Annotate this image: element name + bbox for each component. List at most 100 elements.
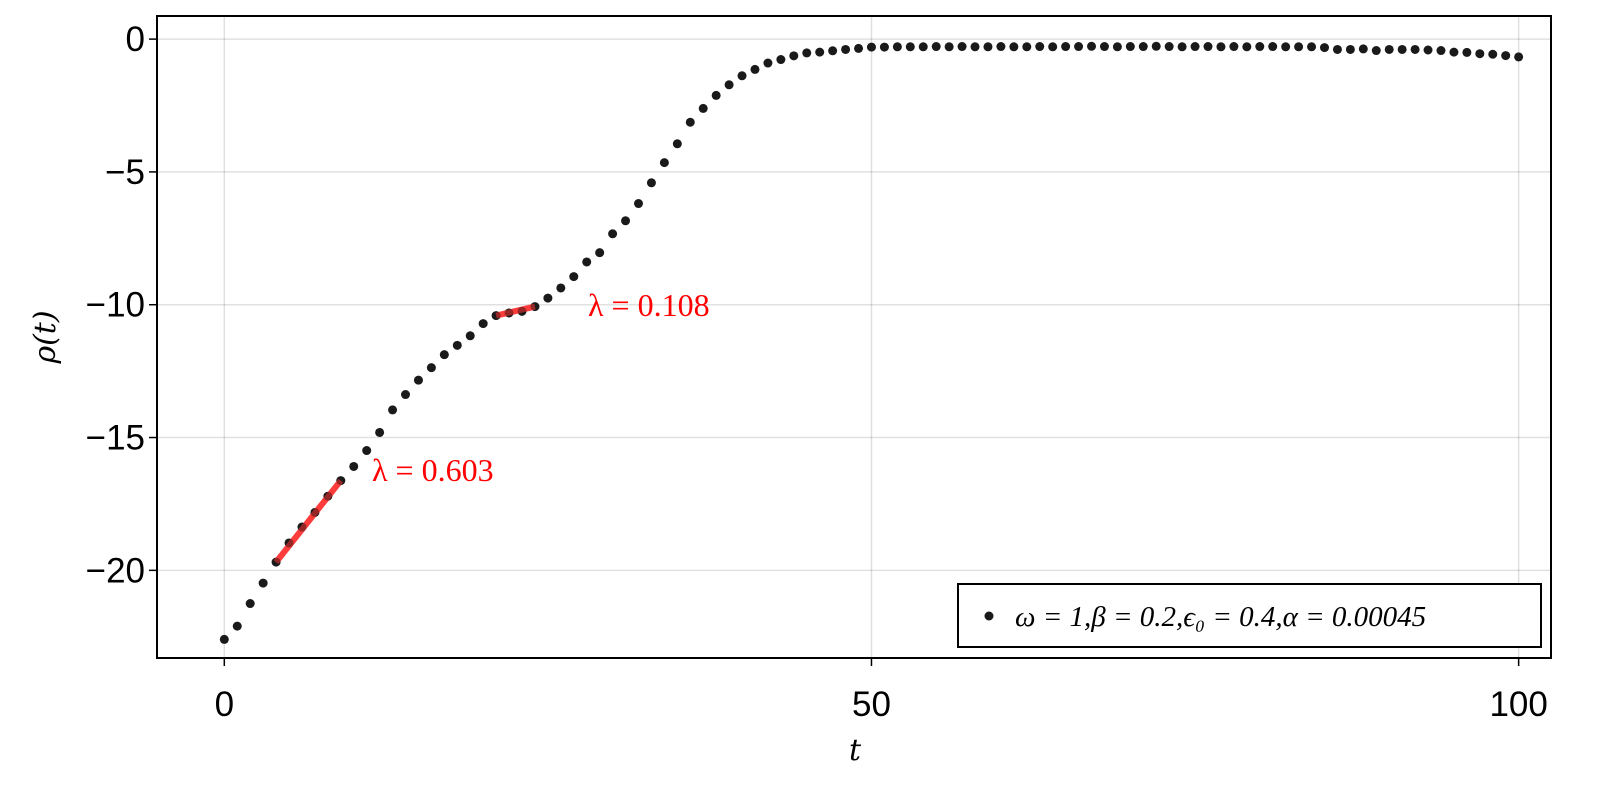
data-point: [1345, 44, 1355, 54]
data-point: [1242, 42, 1252, 52]
legend-box: [957, 583, 1542, 648]
y-tick-label: −10: [86, 286, 145, 325]
data-point: [685, 117, 695, 127]
data-point: [232, 621, 242, 631]
data-point: [1514, 52, 1524, 62]
data-point: [1087, 41, 1097, 51]
data-point: [1281, 42, 1291, 52]
y-ticks: 0 −5 −10 −15 −20: [86, 20, 157, 590]
data-point: [1397, 44, 1407, 54]
legend-label: ω = 1,β = 0.2,ϵ₀ = 0.4,α = 0.00045: [1015, 601, 1426, 633]
data-point: [1488, 49, 1498, 59]
data-point: [1138, 42, 1148, 52]
data-point: [439, 350, 449, 360]
fit-line-overlay: [495, 303, 536, 319]
data-point: [1255, 42, 1265, 52]
data-point: [957, 42, 967, 52]
x-tick-label: 100: [1489, 685, 1547, 724]
data-point: [996, 42, 1006, 52]
data-point: [375, 427, 385, 437]
data-point: [866, 42, 876, 52]
data-point: [698, 103, 708, 113]
data-point: [1423, 45, 1433, 55]
data-point: [258, 578, 268, 588]
data-point: [219, 634, 229, 644]
x-ticks: 0 50 100: [215, 658, 1548, 724]
data-point: [944, 42, 954, 52]
data-point: [478, 319, 488, 329]
data-point: [245, 599, 255, 609]
data-point: [931, 42, 941, 52]
fit-annotation-2: λ = 0.108: [588, 287, 710, 323]
data-point: [1268, 42, 1278, 52]
data-point: [841, 44, 851, 54]
data-point: [1125, 42, 1135, 52]
data-point: [608, 229, 618, 239]
y-tick-label: 0: [126, 20, 145, 59]
data-point: [569, 272, 579, 282]
data-point: [1436, 46, 1446, 56]
data-point: [543, 293, 553, 303]
data-point: [1203, 42, 1213, 52]
y-tick-label: −5: [105, 153, 145, 192]
data-point: [362, 446, 372, 456]
data-point: [854, 43, 864, 53]
data-point: [1099, 42, 1109, 52]
data-point: [1475, 49, 1485, 59]
y-axis-label: ρ(t): [28, 310, 63, 364]
data-point: [556, 283, 566, 293]
data-point: [1061, 42, 1071, 52]
data-point: [1074, 42, 1084, 52]
data-point: [1307, 42, 1317, 52]
data-point: [1410, 44, 1420, 54]
data-point: [1501, 51, 1511, 61]
data-point: [465, 331, 475, 341]
data-point: [1177, 42, 1187, 52]
data-point: [711, 90, 721, 100]
x-axis-label: t: [849, 733, 862, 768]
legend: ω = 1,β = 0.2,ϵ₀ = 0.4,α = 0.00045: [957, 583, 1542, 648]
data-point: [750, 64, 760, 74]
data-point: [1384, 44, 1394, 54]
data-point: [789, 51, 799, 61]
data-point: [724, 80, 734, 90]
data-point: [595, 248, 605, 258]
data-point: [737, 71, 747, 81]
y-tick-label: −15: [86, 419, 145, 458]
data-point: [1358, 44, 1368, 54]
x-tick-label: 0: [215, 685, 234, 724]
data-point: [763, 58, 773, 68]
data-point: [970, 42, 980, 52]
data-point: [413, 375, 423, 385]
data-point: [672, 139, 682, 149]
y-tick-label: −20: [86, 551, 145, 590]
plot-frame: [156, 15, 1552, 659]
data-point: [401, 390, 411, 400]
data-point: [1112, 42, 1122, 52]
data-point: [1449, 47, 1459, 57]
legend-marker: [984, 611, 994, 621]
data-point: [828, 46, 838, 56]
data-point: [426, 363, 436, 373]
data-point: [776, 55, 786, 65]
data-point: [582, 257, 592, 267]
data-point: [349, 461, 359, 471]
data-point: [1462, 47, 1472, 57]
data-point: [879, 42, 889, 52]
x-tick-label: 50: [852, 685, 891, 724]
data-point: [815, 47, 825, 57]
data-point: [1009, 42, 1019, 52]
data-point: [1190, 42, 1200, 52]
grid: [157, 16, 1551, 658]
data-point: [1294, 42, 1304, 52]
data-point: [621, 216, 631, 226]
fit-annotation-1: λ = 0.603: [372, 452, 494, 488]
data-point: [802, 48, 812, 58]
data-points: [219, 41, 1524, 644]
data-point: [1371, 46, 1381, 56]
data-point: [659, 158, 669, 168]
data-point: [892, 42, 902, 52]
data-point: [452, 340, 462, 350]
data-point: [1151, 41, 1161, 51]
